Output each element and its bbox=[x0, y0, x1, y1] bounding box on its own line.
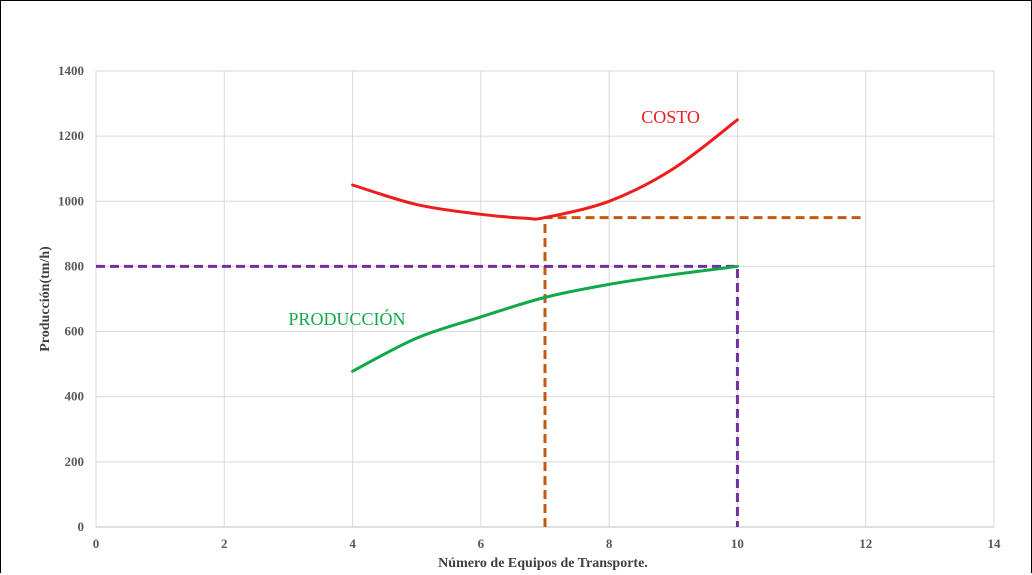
y-tick-label: 0 bbox=[78, 519, 85, 534]
x-tick-label: 2 bbox=[221, 536, 228, 551]
series-label-produccin: PRODUCCIÓN bbox=[288, 308, 405, 329]
x-tick-label: 6 bbox=[478, 536, 485, 551]
reference-line bbox=[96, 264, 739, 527]
y-tick-label: 200 bbox=[65, 454, 85, 469]
series-line-produccin bbox=[351, 264, 739, 373]
x-tick-label: 0 bbox=[93, 536, 100, 551]
y-axis-title: Producción(tm/h) bbox=[38, 246, 53, 352]
x-tick-label: 12 bbox=[859, 536, 872, 551]
labels-layer: 0 200 400 600 800 1000 1200 1400 0 2 4 6 8 10 12 14 COST… bbox=[58, 63, 1001, 551]
y-tick-label: 800 bbox=[65, 258, 85, 273]
y-tick-label: 1200 bbox=[58, 128, 84, 143]
series-layer bbox=[351, 118, 739, 373]
x-tick-label: 4 bbox=[349, 536, 356, 551]
x-tick-label: 14 bbox=[988, 536, 1002, 551]
y-tick-label: 1400 bbox=[58, 63, 84, 78]
reference-line bbox=[543, 216, 866, 527]
x-axis-title: Número de Equipos de Transporte. bbox=[438, 556, 648, 571]
x-tick-label: 8 bbox=[606, 536, 613, 551]
y-tick-label: 1000 bbox=[58, 193, 84, 208]
y-tick-label: 400 bbox=[65, 389, 85, 404]
series-label-costo: COSTO bbox=[641, 107, 700, 127]
series-line-costo bbox=[351, 118, 739, 221]
y-tick-label: 600 bbox=[65, 324, 85, 339]
x-tick-label: 10 bbox=[731, 536, 744, 551]
